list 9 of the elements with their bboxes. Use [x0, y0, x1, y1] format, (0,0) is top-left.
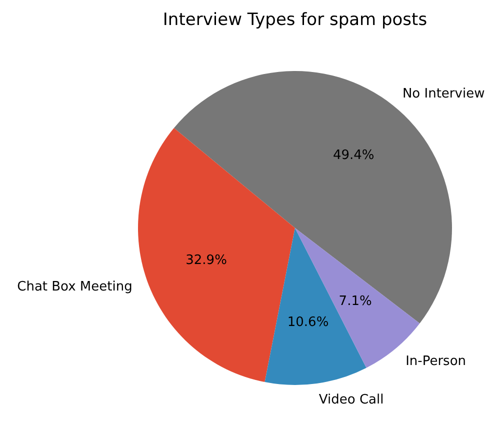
data-label: 32.9%	[186, 253, 227, 268]
slice-label: In-Person	[406, 354, 466, 370]
slice-label: No Interview	[402, 86, 486, 102]
slice-label: Video Call	[318, 392, 384, 408]
data-label: 10.6%	[287, 314, 329, 330]
data-label: 49.4%	[332, 148, 374, 163]
chart-title: Interview Types for spam posts	[162, 10, 428, 30]
slice-label: Chat Box Meeting	[17, 280, 132, 295]
data-label: 7.1%	[338, 294, 372, 309]
